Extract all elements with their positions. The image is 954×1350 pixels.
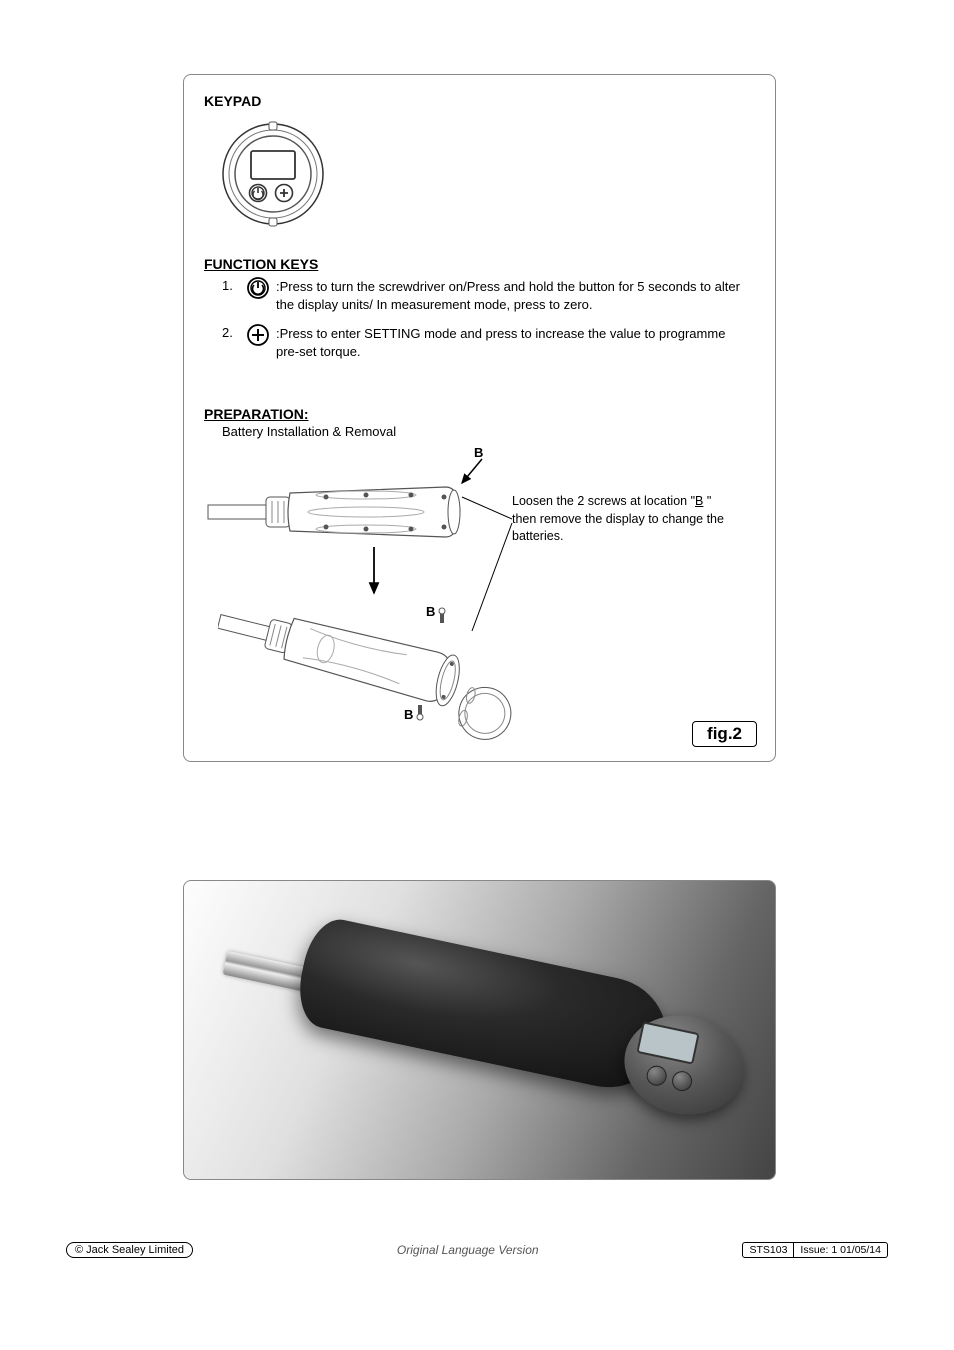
note-text: " [703,494,711,508]
fn-desc: :Press to turn the screwdriver on/Press … [276,278,755,313]
page: KEYPAD [0,0,954,1350]
figure-label: fig.2 [692,721,757,747]
page-footer: © Jack Sealey Limited Original Language … [0,1242,954,1258]
footer-center: Original Language Version [397,1243,539,1257]
keypad-illustration [218,119,755,232]
keypad-svg [218,119,328,229]
instruction-panel: KEYPAD [183,74,776,762]
screwdriver-bottom-icon [218,585,578,765]
copyright-badge: © Jack Sealey Limited [66,1242,193,1258]
note-text: then remove the display to change the ba… [512,512,724,544]
fn-num: 1. [222,278,246,293]
model-issue-badge: STS103 Issue: 1 01/05/14 [742,1242,888,1258]
heading-function-keys: FUNCTION KEYS [204,256,755,272]
function-key-row: 2. :Press to enter SETTING mode and pres… [222,325,755,360]
battery-diagram: B B B Loosen the 2 screws at location "B… [204,445,755,755]
prep-subtitle: Battery Installation & Removal [222,424,755,439]
note-text: Loosen the 2 screws at location " [512,494,695,508]
heading-preparation: PREPARATION: [204,406,755,422]
product-photo [184,881,775,1179]
label-b: B [426,604,435,619]
screwdriver-top-icon [206,473,496,553]
function-keys-list: 1. :Press to turn the screwdriver on/Pre… [204,278,755,360]
product-photo-panel [183,880,776,1180]
preparation-section: PREPARATION: Battery Installation & Remo… [204,406,755,755]
model-code: STS103 [743,1243,794,1257]
fn-num: 2. [222,325,246,340]
issue-info: Issue: 1 01/05/14 [794,1243,887,1257]
photo-handle [292,914,677,1099]
plus-icon [246,323,276,350]
label-b: B [474,445,483,460]
function-key-row: 1. :Press to turn the screwdriver on/Pre… [222,278,755,313]
fn-desc: :Press to enter SETTING mode and press t… [276,325,755,360]
heading-keypad: KEYPAD [204,93,755,109]
diagram-note: Loosen the 2 screws at location "B " the… [512,493,742,546]
label-b: B [404,707,413,722]
power-icon [246,276,276,303]
